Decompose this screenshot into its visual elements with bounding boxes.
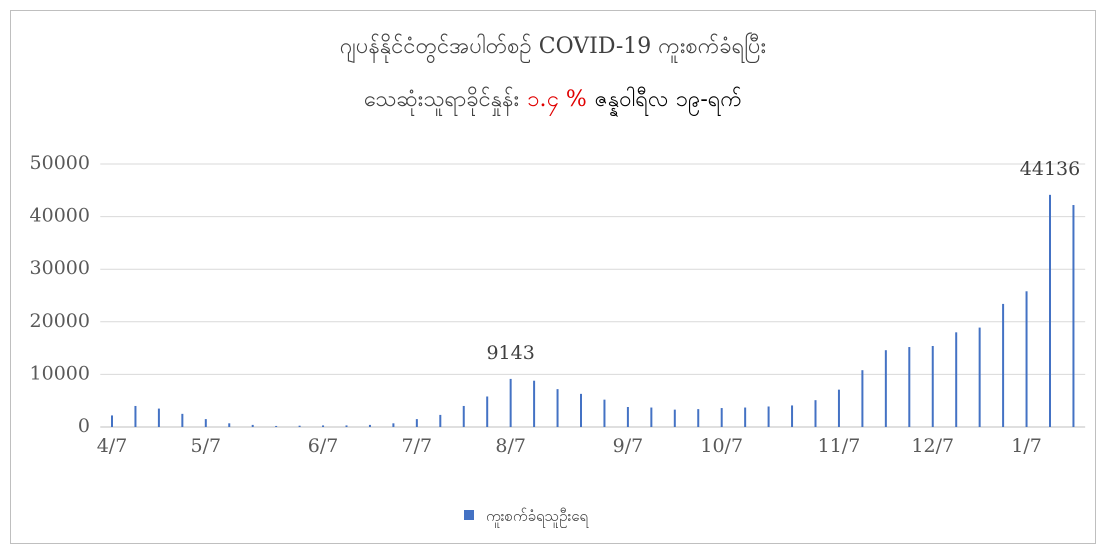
bar (673, 409, 676, 427)
bar (814, 400, 817, 427)
bar (439, 414, 442, 427)
bar (1002, 303, 1005, 427)
x-tick-label: 12/7 (911, 435, 954, 457)
bar (861, 370, 864, 427)
bar (345, 425, 348, 427)
x-tick-label: 9/7 (613, 435, 644, 457)
bar (228, 423, 231, 427)
bar (580, 393, 582, 427)
bar (111, 415, 113, 427)
x-tick-label: 5/7 (191, 435, 222, 457)
bar (415, 419, 418, 427)
bar (650, 407, 653, 427)
bar (697, 409, 700, 427)
bar (322, 425, 325, 427)
bar (556, 389, 559, 427)
bar (884, 350, 887, 427)
bar (978, 327, 981, 427)
x-tick-label: 6/7 (308, 435, 339, 457)
legend-label: ကူးစက်ခံရသူဦးရေ (486, 507, 589, 528)
y-tick-label: 0 (78, 415, 90, 437)
y-tick-label: 20000 (30, 310, 90, 332)
bar (275, 425, 278, 427)
bar (251, 424, 254, 427)
x-tick-label: 8/7 (495, 435, 526, 457)
bar (931, 345, 934, 427)
y-tick-label: 40000 (30, 205, 90, 227)
bar (181, 413, 184, 427)
legend-swatch (464, 510, 474, 520)
bar (509, 378, 512, 427)
bar (533, 380, 536, 427)
bar (1025, 291, 1028, 427)
subtitle-part: ဇန္နဝါရီလ ၁၉-ရက် (595, 86, 742, 117)
chart-subtitle: သေဆုံးသူရာခိုင်နှုန်း ၁.၄ % ဇန္နဝါရီလ ၁၉-ရ… (364, 86, 742, 117)
data-label: 9143 (486, 342, 534, 364)
bar (298, 425, 301, 427)
x-tick-label: 7/7 (402, 435, 433, 457)
bar (204, 419, 207, 427)
bar (368, 424, 371, 427)
subtitle-part: သေဆုံးသူရာခိုင်နှုန်း (364, 86, 519, 116)
bar (486, 396, 489, 427)
bar (392, 423, 395, 427)
y-tick-label: 10000 (30, 362, 90, 384)
bar (626, 407, 629, 427)
bar (908, 347, 911, 427)
bar (744, 407, 747, 427)
bar (157, 408, 160, 427)
x-tick-label: 1/7 (1011, 435, 1042, 457)
bar (1072, 205, 1075, 427)
x-tick-label: 11/7 (818, 435, 861, 457)
chart-frame (10, 10, 1096, 544)
subtitle-highlight: ၁.၄ % (527, 87, 587, 116)
data-label: 44136 (1020, 158, 1080, 180)
bar (603, 399, 606, 427)
bar (837, 389, 840, 427)
bar (791, 405, 794, 427)
bar (955, 332, 958, 427)
bar (462, 405, 465, 427)
x-tick-label: 4/7 (97, 435, 128, 457)
bar (767, 406, 770, 427)
y-tick-label: 30000 (30, 257, 90, 279)
chart-title: ဂျပန်နိုင်ငံတွင်အပါတ်စဉ် COVID-19 ကူးစက်… (340, 32, 766, 64)
bar (1049, 194, 1051, 427)
bar (134, 405, 137, 427)
bar (720, 408, 723, 427)
y-tick-label: 50000 (30, 152, 90, 174)
x-tick-label: 10/7 (700, 435, 743, 457)
